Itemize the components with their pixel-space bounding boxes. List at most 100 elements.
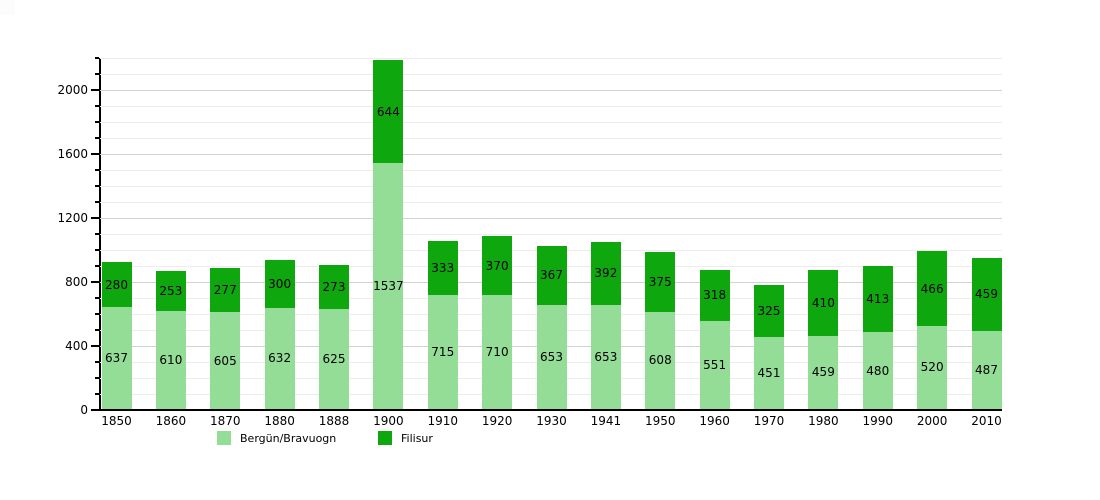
bar-segment-bergun-1920	[482, 295, 513, 409]
gridline-1300	[100, 202, 1002, 203]
y-axis-tick-1700	[95, 137, 99, 139]
bar-value-bergun-1910: 715	[431, 344, 455, 359]
y-axis-tick-1800	[95, 121, 99, 123]
bar-segment-filisur-1880	[264, 259, 295, 308]
bar-segment-bergun-1870	[210, 312, 241, 409]
y-axis-tick-1500	[95, 169, 99, 171]
bar-segment-bergun-1941	[590, 304, 621, 409]
y-tick-label-2000: 2000	[57, 83, 88, 97]
x-tick-label-1900: 1900	[373, 414, 404, 428]
y-axis-tick-1300	[95, 201, 99, 203]
gridline-1800	[100, 122, 1002, 123]
gridline-1600	[100, 154, 1002, 155]
x-tick-label-2000: 2000	[916, 414, 948, 428]
bar-segment-filisur-1941	[590, 241, 621, 305]
bar-value-filisur-1910: 333	[431, 260, 455, 275]
x-tick-label-1860: 1860	[155, 414, 187, 428]
y-axis-tick-0	[91, 409, 99, 411]
x-tick-label-1990: 1990	[862, 414, 894, 428]
bar-value-filisur-1920: 370	[485, 258, 509, 273]
x-tick-label-1910: 1910	[427, 414, 459, 428]
bar-value-bergun-2000: 520	[920, 360, 944, 375]
y-axis-tick-1600	[91, 153, 99, 155]
bar-value-bergun-1980: 459	[811, 365, 835, 380]
bar-value-filisur-1950: 375	[648, 274, 672, 289]
bar-segment-filisur-1970	[754, 284, 784, 337]
y-axis-tick-300	[95, 361, 99, 363]
bar-value-bergun-1870: 605	[213, 353, 237, 368]
gridline-1900	[100, 106, 1002, 107]
bar-value-bergun-1888: 625	[322, 352, 346, 366]
x-tick-label-1980: 1980	[808, 414, 839, 428]
bar-segment-filisur-1860	[155, 270, 186, 312]
bar-value-bergun-1941: 653	[594, 349, 618, 364]
bar-value-filisur-1960: 318	[703, 288, 727, 303]
bar-segment-bergun-1850	[101, 307, 132, 409]
y-axis-tick-400	[91, 345, 99, 347]
y-axis-tick-2100	[95, 73, 99, 75]
x-tick-label-1850: 1850	[101, 414, 132, 428]
y-axis-tick-100	[95, 393, 99, 395]
bar-segment-bergun-1980	[808, 335, 839, 409]
bar-value-bergun-1930: 653	[540, 349, 563, 364]
x-axis-line	[99, 409, 1002, 411]
gridline-1200	[100, 218, 1002, 219]
y-axis-tick-500	[95, 329, 99, 331]
bar-segment-filisur-1910	[427, 241, 458, 295]
bar-segment-filisur-1960	[699, 269, 730, 321]
y-axis-tick-2200	[95, 57, 99, 59]
bar-segment-bergun-1900	[373, 163, 404, 409]
y-axis-tick-1400	[95, 185, 99, 187]
gridline-1100	[100, 234, 1002, 235]
bar-segment-bergun-1930	[536, 304, 567, 409]
bar-value-filisur-1860: 253	[159, 284, 183, 299]
bar-segment-bergun-2000	[917, 325, 948, 409]
bar-segment-bergun-1960	[699, 320, 730, 409]
bar-value-bergun-1850: 637	[105, 351, 128, 366]
x-tick-label-1941: 1941	[590, 414, 622, 428]
bar-value-filisur-1870: 277	[213, 283, 237, 298]
bar-value-filisur-1888: 273	[322, 280, 346, 295]
bar-value-filisur-1990: 413	[866, 292, 890, 307]
bar-value-bergun-1860: 610	[159, 353, 183, 368]
bar-segment-bergun-1860	[155, 311, 186, 409]
gridline-2100	[100, 74, 1002, 75]
x-tick-label-1920: 1920	[481, 414, 513, 428]
bar-segment-filisur-1930	[536, 245, 567, 305]
gridline-2000	[100, 90, 1002, 91]
y-axis-tick-1200	[91, 217, 99, 219]
y-tick-label-1200: 1200	[57, 211, 88, 225]
x-tick-label-1950: 1950	[644, 414, 676, 428]
bar-segment-filisur-1920	[482, 236, 513, 296]
bar-segment-bergun-1910	[427, 294, 458, 409]
bar-value-bergun-1960: 551	[703, 357, 727, 372]
bar-segment-bergun-1888	[319, 309, 349, 409]
bar-segment-filisur-1900	[373, 60, 404, 164]
y-axis-tick-900	[95, 265, 99, 267]
x-tick-label-1960: 1960	[699, 414, 730, 428]
bar-value-filisur-1970: 325	[757, 303, 781, 318]
x-tick-label-2010: 2010	[971, 414, 1002, 428]
y-axis-tick-700	[95, 297, 99, 299]
x-tick-label-1880: 1880	[264, 414, 295, 428]
x-tick-label-1870: 1870	[209, 414, 241, 428]
bar-segment-bergun-1950	[645, 311, 676, 409]
bar-value-bergun-1920: 710	[485, 345, 509, 360]
gridline-1400	[100, 186, 1002, 187]
y-axis-tick-1900	[95, 105, 99, 107]
bar-value-bergun-1970: 451	[757, 365, 781, 380]
gridline-1700	[100, 138, 1002, 139]
bar-segment-bergun-1970	[754, 336, 784, 409]
y-axis-tick-1000	[95, 249, 99, 251]
bar-value-filisur-1930: 367	[540, 268, 563, 283]
gridline-1500	[100, 170, 1002, 171]
bar-value-bergun-1990: 480	[866, 363, 890, 378]
bar-segment-filisur-1990	[862, 266, 893, 333]
bar-segment-filisur-2010	[971, 257, 1002, 332]
y-axis-tick-800	[91, 281, 99, 283]
bar-value-filisur-1980: 410	[811, 295, 835, 310]
bar-value-bergun-1950: 608	[648, 353, 672, 368]
bar-segment-bergun-1990	[862, 332, 893, 409]
